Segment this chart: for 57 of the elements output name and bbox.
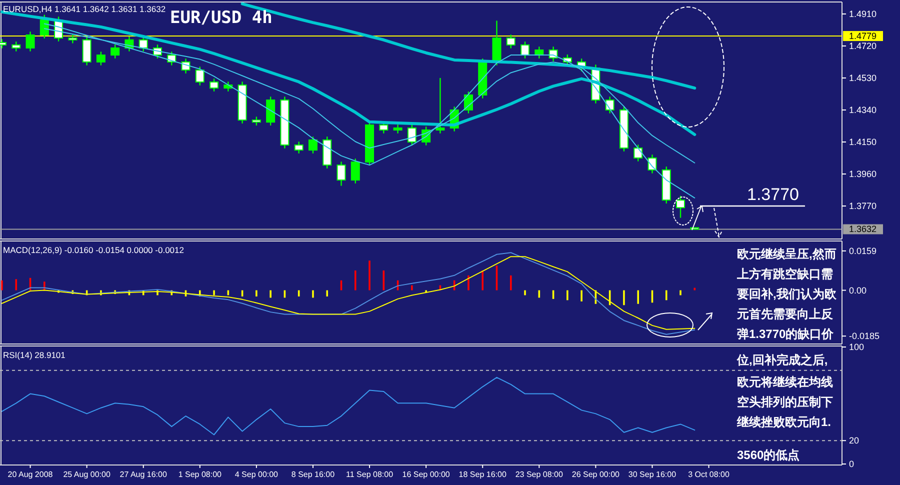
candlestick [110, 44, 120, 60]
candlestick [26, 31, 35, 52]
candlestick [605, 96, 614, 114]
candlestick [294, 141, 304, 154]
x-tick-label: 4 Sep 00:00 [234, 470, 279, 479]
annotation: EURUSD,H4 1.3641 1.3642 1.3631 1.3632 [3, 4, 166, 14]
y-tick-label: 0.0159 [849, 246, 877, 256]
y-tick-label: 1.4530 [849, 72, 877, 83]
line-series [240, 2, 696, 90]
y-tick-label: 1.3770 [849, 200, 877, 211]
candlestick [82, 36, 92, 66]
ref-line-label: 1.4779 [849, 31, 877, 42]
line-series [2, 376, 696, 436]
candlestick [138, 36, 148, 52]
candlestick [195, 66, 204, 86]
chart-title: RSI(14) 28.9101 [3, 350, 66, 360]
candlestick [506, 34, 516, 49]
y-tick-label: 1.4150 [849, 136, 877, 147]
y-tick-label: -0.0185 [849, 331, 880, 342]
candlestick [336, 161, 346, 186]
x-tick-label: 8 Sep 16:00 [291, 470, 336, 479]
candlestick [210, 78, 219, 92]
x-tick-label: 20 Aug 2008 [8, 470, 54, 479]
y-tick-label: 0.00 [849, 285, 867, 296]
y-tick-label: 20 [849, 436, 860, 446]
x-tick-label: 11 Sep 08:00 [346, 470, 394, 479]
x-tick-label: 1 Sep 08:00 [178, 470, 222, 479]
chart-title: MACD(12,26,9) -0.0160 -0.0154 0.0000 -0.0012 [3, 245, 184, 255]
ref-line-label: 1.3632 [849, 224, 877, 234]
x-tick-label: 18 Sep 16:00 [458, 470, 507, 479]
x-tick-label: 3 Oct 08:00 [688, 470, 730, 479]
x-tick-label: 16 Sep 00:00 [402, 470, 450, 479]
x-tick-label: 26 Sep 00:00 [572, 470, 620, 479]
candlestick [266, 96, 276, 126]
x-tick-label: 27 Aug 16:00 [120, 470, 168, 479]
x-tick-label: 25 Aug 00:00 [63, 470, 111, 479]
candlestick [407, 124, 416, 146]
y-tick-label: 100 [849, 342, 864, 352]
candlestick [520, 40, 530, 60]
candlestick [96, 51, 106, 66]
x-tick-label: 23 Sep 08:00 [515, 470, 564, 479]
x-tick-label: 30 Sep 16:00 [628, 470, 677, 479]
y-tick-label: 1.4720 [849, 40, 877, 51]
candlestick [436, 77, 445, 134]
y-tick-label: 0 [849, 459, 854, 469]
annotation: 1.3770 [747, 185, 799, 204]
y-tick-label: 1.4340 [849, 104, 877, 115]
candlestick [350, 158, 360, 184]
y-tick-label: 1.3960 [849, 168, 877, 179]
candlestick [634, 144, 643, 162]
chart-title: EUR/USD 4h [170, 8, 272, 28]
candlestick [676, 195, 686, 218]
candlestick [308, 136, 318, 154]
candlestick [492, 20, 502, 66]
candlestick [12, 40, 21, 52]
y-tick-label: 1.4910 [849, 8, 877, 19]
text: 欧元继续呈压,然而上方有跳空缺口需要回补,我们认为欧元首先需要向上反弹1.3770的缺口价位,回补完成之后,欧元将继续在均线空头排列的压制下继续挫败欧元向1.3560的低点 [737, 247, 836, 462]
